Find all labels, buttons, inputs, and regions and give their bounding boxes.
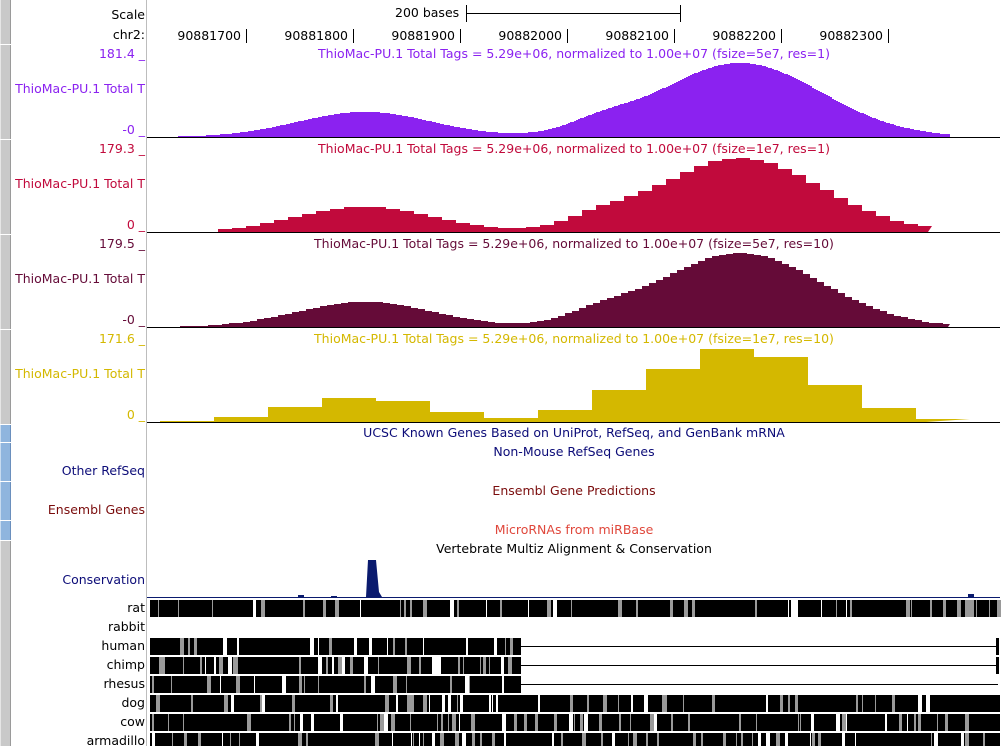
scale-label: Scale: [111, 7, 145, 22]
ensembl-title[interactable]: Ensembl Gene Predictions: [492, 483, 656, 498]
ruler-tick: [353, 29, 354, 43]
ucsc-genes-grip[interactable]: [0, 425, 11, 442]
refseq-title[interactable]: Non-Mouse RefSeq Genes: [493, 444, 655, 459]
species-label-dog[interactable]: dog: [121, 695, 145, 710]
wiggle-track-max: 179.3 _: [98, 141, 145, 156]
wiggle-track-title[interactable]: ThioMac-PU.1 Total Tags = 5.29e+06, norm…: [314, 236, 834, 251]
conservation-blip: [968, 594, 974, 597]
scale-bar-left-end: [466, 5, 467, 22]
refseq-grip[interactable]: [0, 443, 11, 481]
species-label-rat[interactable]: rat: [127, 600, 145, 615]
ruler-tick: [567, 29, 568, 43]
ruler-tick-label: 90882300: [819, 28, 883, 43]
species-label-cow[interactable]: cow: [120, 714, 145, 729]
scale-text: 200 bases: [395, 5, 460, 20]
species-label-armadillo[interactable]: armadillo: [86, 733, 145, 746]
wiggle-area: [160, 349, 970, 422]
wiggle-track-min: 0 _: [126, 407, 145, 422]
wiggle-track-label[interactable]: ThioMac-PU.1 Total T: [15, 81, 145, 96]
ruler-tick-label: 90882000: [498, 28, 562, 43]
wiggle-area: [180, 253, 950, 327]
ruler-tick: [781, 29, 782, 43]
mirna-title[interactable]: MicroRNAs from miRBase: [494, 522, 654, 537]
conservation-peak: [361, 560, 382, 597]
ruler-tick: [246, 29, 247, 43]
alignment-row-cow: [150, 714, 1000, 731]
ensembl-grip[interactable]: [0, 482, 11, 520]
conservation-label[interactable]: Conservation: [62, 572, 145, 587]
label-separator: [146, 0, 147, 746]
wiggle-track-label[interactable]: ThioMac-PU.1 Total T: [15, 176, 145, 191]
species-label-chimp[interactable]: chimp: [106, 657, 145, 672]
wiggle-track-title[interactable]: ThioMac-PU.1 Total Tags = 5.29e+06, norm…: [314, 331, 834, 346]
alignment-row-rhesus: [150, 676, 998, 693]
alignment-row-armadillo: [150, 733, 1000, 746]
alignment-row-chimp: [150, 657, 999, 674]
ruler-tick-label: 90881800: [284, 28, 348, 43]
ruler-grip[interactable]: [0, 0, 11, 44]
wiggle-area: [218, 158, 932, 232]
multiz-grip[interactable]: [0, 541, 11, 746]
species-label-rabbit[interactable]: rabbit: [107, 619, 145, 634]
alignment-row-dog: [150, 695, 1000, 712]
scale-bar-right-end: [680, 5, 681, 22]
wiggle-track-label[interactable]: ThioMac-PU.1 Total T: [15, 271, 145, 286]
mirna-grip[interactable]: [0, 521, 11, 540]
alignment-row-rat: [150, 600, 1001, 617]
ruler-tick-label: 90882200: [712, 28, 776, 43]
species-label-human[interactable]: human: [101, 638, 145, 653]
track-grip-3[interactable]: [0, 235, 11, 329]
wiggle-track-title[interactable]: ThioMac-PU.1 Total Tags = 5.29e+06, norm…: [318, 46, 830, 61]
wiggle-track-label[interactable]: ThioMac-PU.1 Total T: [15, 366, 145, 381]
track-grip-2[interactable]: [0, 140, 11, 234]
wiggle-track-max: 179.5 _: [98, 236, 145, 251]
chrom-label: chr2:: [112, 27, 145, 42]
ruler-tick: [460, 29, 461, 43]
wiggle-track-max: 181.4 _: [98, 46, 145, 61]
wiggle-track-min: -0 _: [122, 122, 145, 137]
wiggle-track-min: -0 _: [122, 312, 145, 327]
ruler-tick-label: 90882100: [605, 28, 669, 43]
wiggle-track-title[interactable]: ThioMac-PU.1 Total Tags = 5.29e+06, norm…: [318, 141, 830, 156]
ucsc-genes-title[interactable]: UCSC Known Genes Based on UniProt, RefSe…: [363, 425, 785, 440]
conservation-blip: [298, 595, 304, 597]
ruler-tick: [888, 29, 889, 43]
ruler-tick-label: 90881700: [177, 28, 241, 43]
track-grip-4[interactable]: [0, 330, 11, 424]
conservation-blip: [331, 596, 337, 597]
refseq-label[interactable]: Other RefSeq: [61, 463, 145, 478]
wiggle-track-max: 171.6 _: [98, 331, 145, 346]
track-grip-1[interactable]: [0, 45, 11, 139]
alignment-row-human: [150, 638, 999, 655]
ruler-tick-label: 90881900: [391, 28, 455, 43]
wiggle-track-min: 0 _: [126, 217, 145, 232]
wiggle-area: [178, 63, 950, 137]
ensembl-label[interactable]: Ensembl Genes: [47, 502, 145, 517]
species-label-rhesus[interactable]: rhesus: [103, 676, 145, 691]
multiz-title[interactable]: Vertebrate Multiz Alignment & Conservati…: [436, 541, 712, 556]
scale-bar: [466, 13, 681, 14]
ruler-tick: [674, 29, 675, 43]
